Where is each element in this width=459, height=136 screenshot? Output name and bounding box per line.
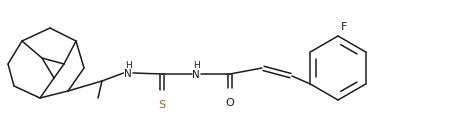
Text: N: N bbox=[124, 69, 132, 79]
Text: F: F bbox=[340, 22, 347, 32]
Text: H: H bbox=[192, 61, 199, 70]
Text: S: S bbox=[158, 100, 165, 110]
Text: O: O bbox=[225, 98, 234, 108]
Text: H: H bbox=[124, 61, 131, 69]
Text: N: N bbox=[192, 70, 200, 80]
